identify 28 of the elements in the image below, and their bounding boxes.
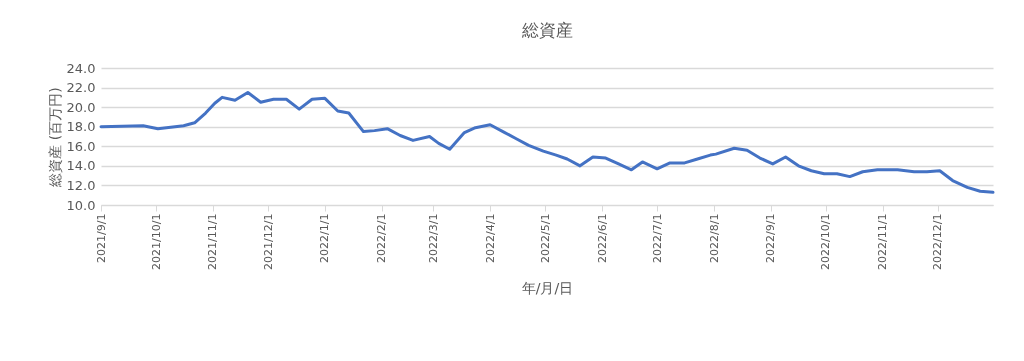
x-tick-label: 2022/4/1 [483,213,497,263]
x-tick-label: 2021/11/1 [206,213,220,270]
chart-title: 総資産 [520,20,573,40]
x-tick-label: 2022/1/1 [318,213,332,263]
x-tick-label: 2021/10/1 [149,213,163,270]
y-tick-label: 14.0 [66,158,96,174]
x-tick-label: 2021/9/1 [94,213,108,263]
x-tick-label: 2022/5/1 [538,213,552,263]
y-tick-label: 12.0 [66,177,96,193]
x-tick-label: 2022/12/1 [931,213,945,270]
x-tick-label: 2022/3/1 [426,213,440,263]
y-tick-label: 16.0 [66,138,96,154]
y-tick-label: 18.0 [66,119,96,135]
y-tick-label: 22.0 [66,80,96,96]
x-tick-label: 2022/10/1 [819,213,833,270]
x-tick-label: 2022/8/1 [707,213,721,263]
x-tick-label: 2022/2/1 [375,213,389,263]
y-tick-label: 24.0 [66,60,96,76]
line-series [99,90,995,194]
x-tick-label: 2022/6/1 [595,213,609,263]
y-tick-label: 10.0 [66,197,96,213]
x-tick-label: 2022/11/1 [876,213,890,270]
x-tick-label: 2021/12/1 [261,213,275,270]
x-tick-label: 2022/7/1 [650,213,664,263]
x-axis-title: 年/月/日 [521,279,574,296]
x-tick-label: 2022/9/1 [764,213,778,263]
y-tick-label: 20.0 [66,99,96,115]
y-axis-title: 総資産 (百万円) [46,87,63,188]
